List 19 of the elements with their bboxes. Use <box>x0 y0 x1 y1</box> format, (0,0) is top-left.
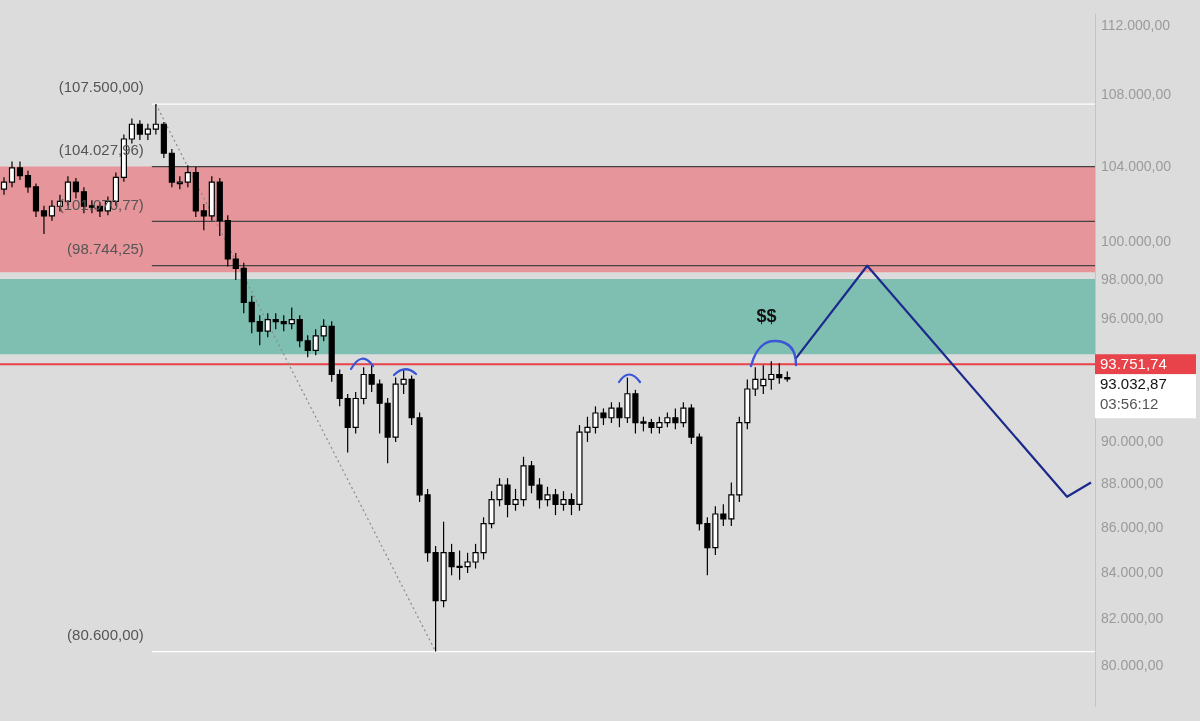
y-tick-label: 90.000,00 <box>1101 432 1164 449</box>
ref-line-label: 93.751,74 <box>1100 355 1167 373</box>
text: 03:56:12 <box>1100 395 1159 413</box>
text: 93.032,87 <box>1100 375 1167 393</box>
y-tick-label: 112.000,00 <box>1101 17 1171 34</box>
y-tick-label: 88.000,00 <box>1101 475 1164 492</box>
ref-line-label: (80.600,00) <box>67 625 144 643</box>
y-tick-label: 80.000,00 <box>1101 656 1164 673</box>
ref-line-label: (107.500,00) <box>58 78 144 96</box>
y-tick-label: 98.000,00 <box>1101 270 1164 287</box>
y-tick-label: 104.000,00 <box>1101 157 1172 174</box>
annotation: $$ <box>756 305 777 326</box>
y-tick-label: 82.000,00 <box>1101 609 1164 626</box>
y-tick-label: 108.000,00 <box>1101 86 1172 103</box>
y-tick-label: 84.000,00 <box>1101 563 1164 580</box>
y-tick-label: 86.000,00 <box>1101 519 1164 536</box>
ref-line-label: (98.744,25) <box>67 239 144 257</box>
y-tick-label: 96.000,00 <box>1101 310 1164 327</box>
y-tick-label: 100.000,00 <box>1101 232 1172 249</box>
